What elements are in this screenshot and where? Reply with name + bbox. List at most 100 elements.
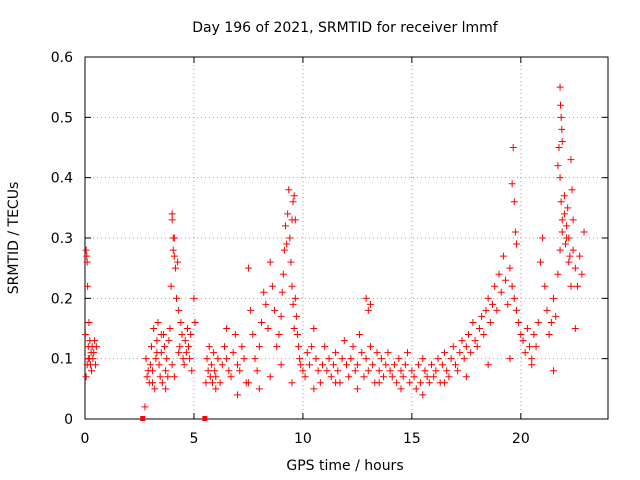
data-point	[234, 391, 242, 399]
data-point	[556, 174, 564, 182]
data-point	[480, 331, 488, 339]
data-point	[236, 367, 244, 375]
data-point	[178, 331, 186, 339]
data-point	[526, 343, 534, 351]
data-point	[170, 252, 178, 260]
data-point	[177, 318, 185, 326]
data-point	[360, 373, 368, 381]
data-point	[421, 367, 429, 375]
data-point	[293, 331, 301, 339]
y-tick-label: 0.4	[51, 171, 73, 187]
data-point	[478, 312, 486, 320]
data-point	[223, 355, 231, 363]
data-point	[301, 373, 309, 381]
data-point	[497, 288, 505, 296]
data-point	[521, 349, 529, 357]
data-point	[423, 373, 431, 381]
data-point	[482, 306, 490, 314]
y-tick-label: 0	[64, 412, 73, 428]
x-tick-label: 20	[512, 431, 530, 447]
y-tick-label: 0.2	[51, 291, 73, 307]
data-point	[291, 294, 299, 302]
data-point	[351, 367, 359, 375]
data-point	[558, 137, 566, 145]
data-point	[92, 343, 100, 351]
data-point	[563, 222, 571, 230]
data-point	[251, 355, 259, 363]
data-point	[419, 391, 427, 399]
data-point	[425, 379, 433, 387]
data-point	[151, 385, 159, 393]
data-point	[285, 186, 293, 194]
data-point	[179, 355, 187, 363]
data-point	[556, 83, 564, 91]
data-point	[168, 361, 176, 369]
data-point	[510, 294, 518, 302]
data-point	[397, 385, 405, 393]
data-point	[281, 222, 289, 230]
data-point	[231, 331, 239, 339]
data-point	[283, 240, 291, 248]
data-point	[90, 349, 98, 357]
chart-title: Day 196 of 2021, SRMTID for receiver lmm…	[192, 20, 499, 36]
data-point	[458, 337, 466, 345]
data-point	[364, 367, 372, 375]
data-point	[395, 355, 403, 363]
data-point	[214, 355, 222, 363]
data-point	[541, 282, 549, 290]
data-point	[552, 312, 560, 320]
data-point	[164, 373, 172, 381]
data-point	[512, 306, 520, 314]
data-point	[171, 264, 179, 272]
data-point	[277, 312, 285, 320]
data-point	[244, 379, 252, 387]
data-point	[84, 282, 92, 290]
data-point	[191, 318, 199, 326]
data-point	[289, 300, 297, 308]
data-point	[417, 379, 425, 387]
data-point	[373, 349, 381, 357]
data-point	[364, 306, 372, 314]
data-point	[534, 318, 542, 326]
data-point	[565, 258, 573, 266]
data-point	[375, 379, 383, 387]
data-point	[486, 318, 494, 326]
data-point	[545, 331, 553, 339]
x-axis-label: GPS time / hours	[286, 458, 403, 474]
data-point	[462, 373, 470, 381]
data-point	[247, 306, 255, 314]
data-point	[573, 282, 581, 290]
data-point	[489, 300, 497, 308]
data-point	[181, 337, 189, 345]
x-tick-label: 5	[189, 431, 198, 447]
data-point	[441, 379, 449, 387]
data-point	[299, 367, 307, 375]
data-point	[167, 282, 175, 290]
data-point	[202, 379, 210, 387]
data-point	[432, 367, 440, 375]
data-point	[244, 264, 252, 272]
data-point	[312, 355, 320, 363]
data-point	[332, 349, 340, 357]
data-point	[401, 361, 409, 369]
data-point	[279, 270, 287, 278]
data-point	[314, 367, 322, 375]
data-point	[384, 349, 392, 357]
data-point	[202, 416, 208, 421]
data-point	[255, 343, 263, 351]
data-point	[447, 355, 455, 363]
data-point	[408, 367, 416, 375]
data-point	[356, 331, 364, 339]
data-point	[286, 234, 294, 242]
data-point	[153, 337, 161, 345]
data-point	[295, 343, 303, 351]
data-point	[234, 361, 242, 369]
data-point	[280, 246, 288, 254]
data-point	[397, 367, 405, 375]
data-point	[296, 355, 304, 363]
data-point	[528, 355, 536, 363]
data-point	[150, 325, 158, 332]
y-axis-label: SRMTID / TECUs	[6, 182, 22, 295]
data-point	[388, 373, 396, 381]
data-point	[427, 361, 435, 369]
